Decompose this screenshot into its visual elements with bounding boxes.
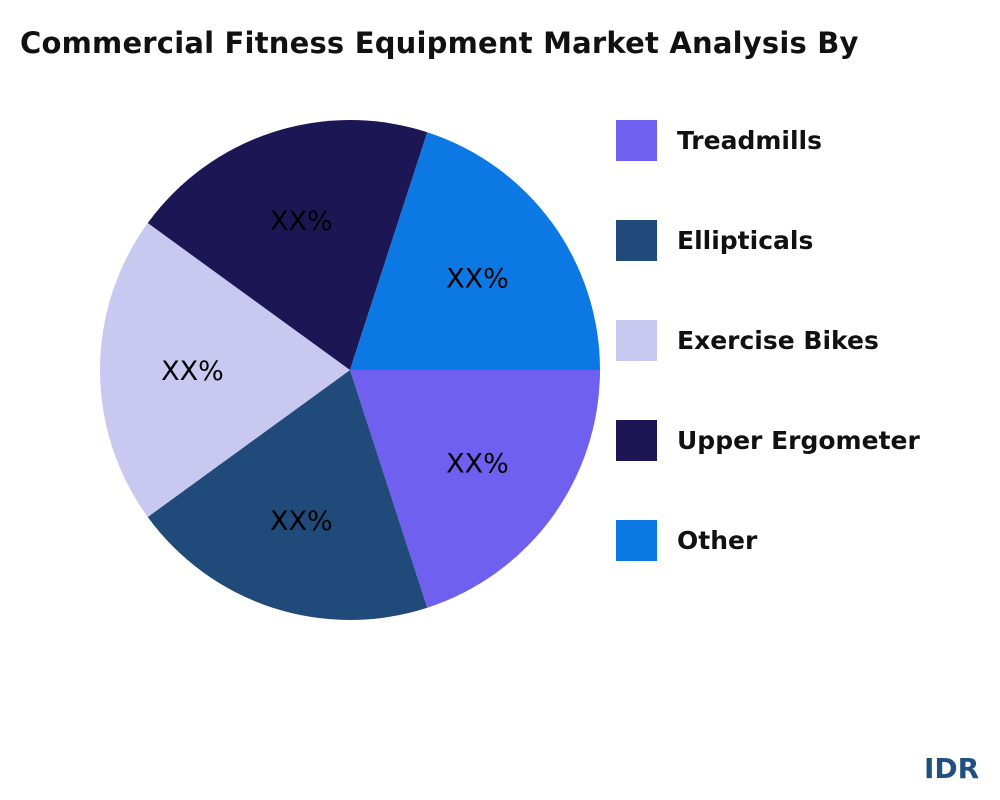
idr-logo: IDR (924, 752, 980, 785)
data-label: XX% (446, 263, 509, 294)
chart-title: Commercial Fitness Equipment Market Anal… (20, 26, 859, 60)
legend-item: Upper Ergometer (616, 419, 920, 461)
legend-item: Ellipticals (616, 219, 814, 261)
data-label: XX% (270, 206, 333, 237)
data-label: XX% (161, 356, 224, 387)
legend-item: Exercise Bikes (616, 319, 879, 361)
legend-label: Ellipticals (677, 225, 814, 255)
pie-slice-ellipticals (147, 370, 428, 620)
legend-item: Other (616, 519, 758, 561)
legend-label: Treadmills (677, 125, 822, 155)
legend-label: Other (677, 525, 758, 555)
legend-swatch (616, 319, 657, 361)
data-label: XX% (446, 449, 509, 480)
pie-slice-exercise-bikes (100, 223, 350, 517)
legend-swatch (616, 519, 657, 561)
pie-slice-upper-ergometer (147, 120, 428, 370)
legend-item: Treadmills (616, 119, 822, 161)
legend-swatch (616, 119, 657, 161)
legend-label: Exercise Bikes (677, 325, 879, 355)
legend-swatch (616, 219, 657, 261)
pie-slice-treadmills (350, 370, 600, 608)
data-label: XX% (270, 506, 333, 537)
legend-swatch (616, 419, 657, 461)
legend-label: Upper Ergometer (677, 425, 920, 455)
pie-slice-other (350, 132, 600, 370)
